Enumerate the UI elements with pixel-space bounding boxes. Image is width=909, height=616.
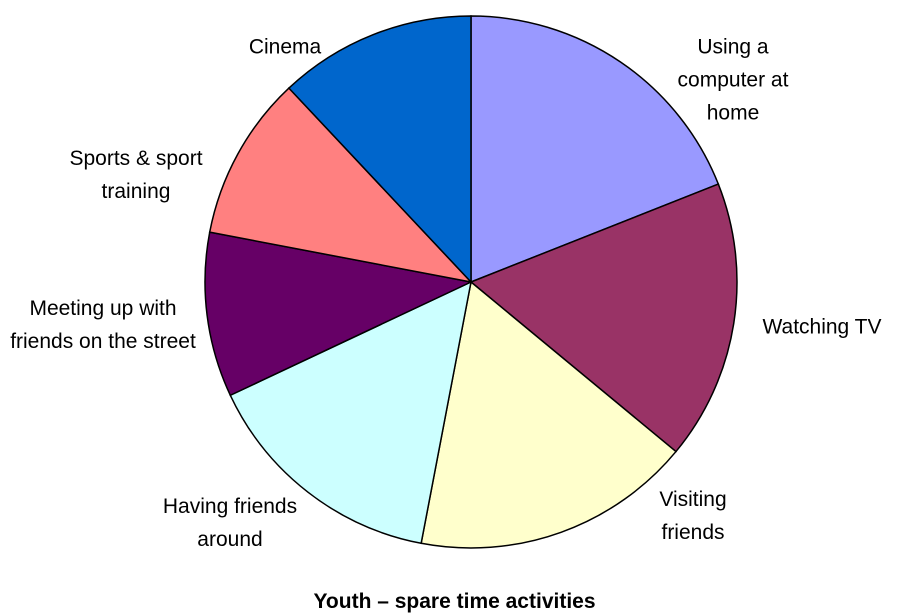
slice-label: Having friends around [162,495,298,551]
slice-label: Watching TV [762,315,882,339]
slice-label: Sports & sport training [69,147,203,203]
pie-slice [204,231,474,397]
pie-slice [287,15,472,284]
pie-slice [208,87,474,284]
pie-slice [470,15,720,284]
slice-label: Visiting friends [659,488,727,544]
chart-title: Youth – spare time activities [313,590,596,613]
slice-label: Cinema [248,35,322,59]
slice-label: Meeting up with friends on the street [10,297,196,353]
slice-label: Using a computer at home [677,35,789,125]
pie-slice [229,280,473,545]
pie-slice [420,280,678,549]
pie-slice [469,183,738,453]
